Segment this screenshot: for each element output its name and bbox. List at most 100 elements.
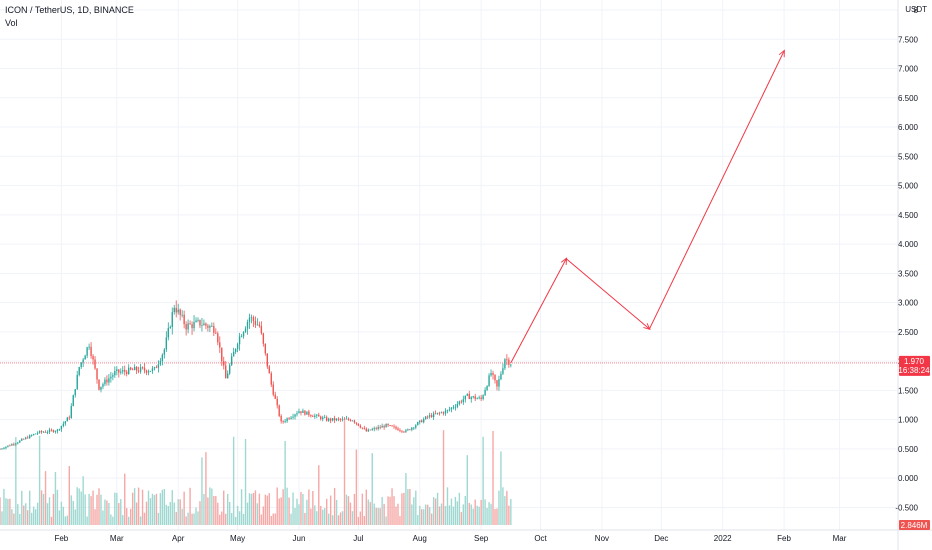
candle-body [177,309,179,313]
candle-body [423,419,425,423]
volume-bar [333,487,336,525]
volume-bar [159,493,162,525]
volume-bar [203,494,205,525]
projection-arrows[interactable] [510,51,784,364]
candle-body [460,401,463,403]
candle-body [215,332,217,334]
volume-bar [232,436,235,525]
candle-body [100,386,102,390]
candle-body [153,367,156,369]
price-tick-label: 0.000 [898,474,919,483]
projection-arrow[interactable] [510,259,566,364]
candle-body [452,407,455,409]
volume-bar [308,489,310,525]
candle-body [234,348,237,352]
volume-bar [290,513,292,525]
time-tick-label: Dec [654,534,668,543]
volume-bar [407,489,409,525]
volume-bar [215,496,217,525]
candle-body [446,410,449,411]
volume-bar [335,499,338,525]
volume-bar [21,490,23,525]
volume-bar [260,514,263,525]
volume-bar [270,515,272,525]
candle-body [434,413,437,415]
volume-bar [223,490,225,525]
candle-body [84,355,86,360]
candle-body [116,369,118,372]
volume-bar [40,490,43,525]
projection-arrow[interactable] [565,258,649,329]
candle-body [197,319,199,321]
symbol-title[interactable]: ICON / TetherUS, 1D, BINANCE [5,5,134,15]
candle-body [191,324,193,329]
volume-bar [116,492,118,525]
candle-body [38,431,41,433]
candle-body [492,372,494,375]
volume-bar [13,513,15,525]
candle-body [401,430,403,432]
candle-body [373,428,375,430]
volume-bar [0,497,1,525]
candle-body [504,359,506,369]
candle-countdown: 16:38:24 [898,366,930,375]
candle-body [258,324,261,327]
volume-bar [460,512,463,525]
time-axis[interactable]: Feb Mar Apr May Jun Jul Aug Sep Oct Nov Dec 2022 Feb… [0,529,932,543]
volume-bar [444,506,447,525]
candle-body [248,317,251,322]
volume-bar [472,508,474,525]
volume-bar [244,439,247,525]
candle-body [0,448,1,450]
candle-body [308,411,310,416]
volume-bar [403,492,405,525]
volume-bar [25,503,27,525]
volume-bar [252,493,255,525]
candle-body [44,431,47,433]
time-tick-label: Sep [474,534,489,543]
candle-body [294,414,296,417]
volume-bar [84,494,86,525]
candle-body [129,367,132,370]
candle-body [139,367,142,372]
candle-body [270,373,272,385]
volume-bar [327,513,330,525]
candle-body [118,369,120,373]
volume-bar [38,435,41,525]
projection-arrow[interactable] [648,51,784,330]
candle-body [454,406,457,408]
volume-bar [381,496,383,525]
volume-bar [171,490,173,525]
candle-body [468,393,470,400]
candle-body [1,448,3,450]
volume-bar [161,489,164,525]
volume-bar [278,498,280,525]
time-tick-label: Feb [54,534,68,543]
volume-bar [462,504,465,525]
candle-body [252,317,255,322]
price-axis[interactable]: 8 7.500 7.000 6.500 6.000 5.500 5.000 4.500 4.00… [895,0,919,550]
volume-indicator-label[interactable]: Vol [5,18,18,28]
volume-bar [347,496,350,525]
volume-bar [359,511,362,525]
volume-bar [141,489,144,525]
candle-body [171,312,173,327]
candle-body [60,425,63,430]
candle-body [260,326,263,334]
volume-bar [492,431,494,525]
volume-bar [306,499,308,525]
price-tick-label: 6.000 [898,123,919,132]
volume-bar [137,487,140,525]
candle-body [21,438,23,441]
currency-label[interactable]: USDT [905,5,927,14]
volume-bar [48,497,51,525]
volume-bar [246,502,249,525]
candle-body [137,370,140,372]
volume-bar [72,500,74,525]
volume-bar [395,506,397,525]
volume-bar [302,493,304,525]
time-tick-label: Mar [833,534,847,543]
volume-bar [183,491,185,525]
volume-bar [52,493,55,525]
